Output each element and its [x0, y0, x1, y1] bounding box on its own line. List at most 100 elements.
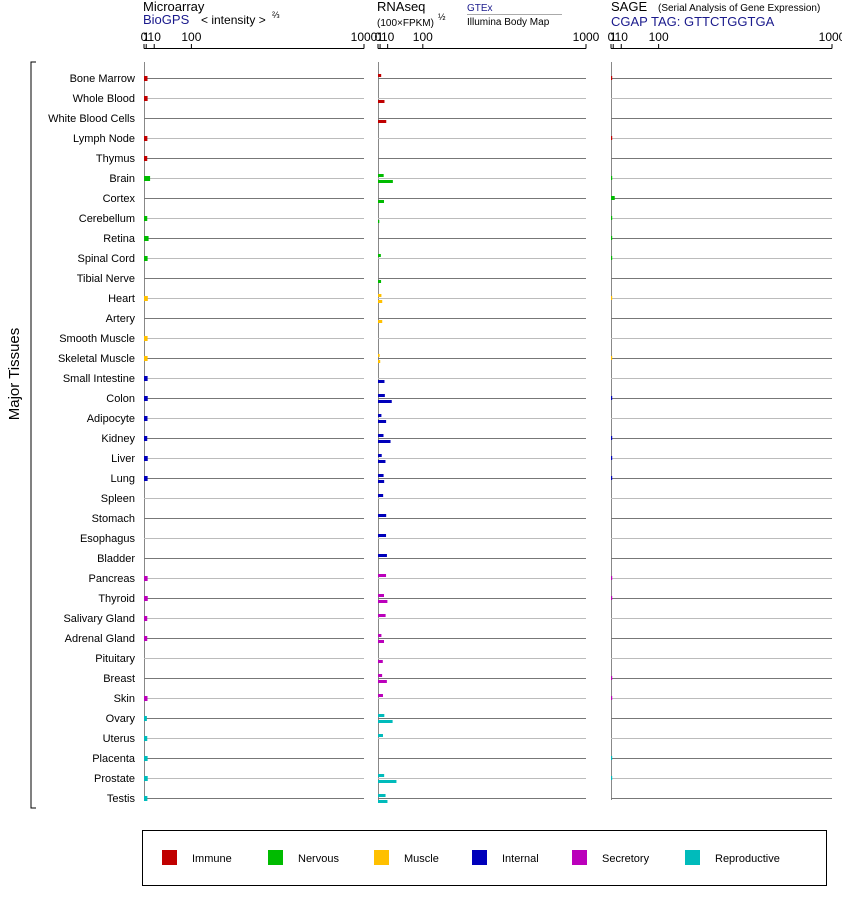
microarray-bar [144, 756, 148, 761]
group-label: Major Tissues [6, 328, 23, 421]
legend-label-nervous: Nervous [298, 853, 339, 865]
microarray-bar [144, 776, 148, 781]
microarray-unit: < intensity > [201, 13, 266, 27]
rnaseq-gtex-bar [378, 574, 387, 577]
rnaseq-ibm-bar [378, 280, 382, 283]
microarray-bar [144, 136, 148, 141]
sage-subtitle: (Serial Analysis of Gene Expression) [658, 3, 820, 14]
sage-bar [611, 456, 613, 460]
tissue-label: Placenta [92, 753, 136, 765]
microarray-bar [144, 396, 148, 401]
rnaseq-tick-label: 100 [413, 30, 433, 44]
rnaseq-ibm-bar [378, 200, 385, 203]
rnaseq-ibm-bar [378, 720, 393, 723]
rnaseq-gtex-bar [378, 354, 380, 357]
rnaseq-gtex-bar [378, 554, 387, 557]
rnaseq-unit: (100×FPKM) [377, 18, 434, 29]
sage-bar [611, 136, 613, 140]
sage-tick-label: 1000 [819, 30, 842, 44]
tissue-label: Adrenal Gland [65, 633, 135, 645]
microarray-bar [144, 436, 148, 441]
sage-bar [611, 576, 613, 580]
tissue-label: Artery [106, 313, 136, 325]
microarray-tick-label: 1000 [351, 30, 378, 44]
sage-tick-label: 10 [615, 30, 629, 44]
microarray-bar [144, 156, 148, 161]
rnaseq-ibm-bar [378, 680, 387, 683]
microarray-bar [144, 456, 148, 461]
rnaseq-ibm-bar [378, 640, 385, 643]
axes: 011010010000110100100001101001000 [141, 30, 842, 800]
legend-swatch-internal [472, 850, 487, 865]
tissue-label: Liver [111, 453, 135, 465]
legend-label-reproductive: Reproductive [715, 853, 780, 865]
rnaseq-gtex-bar [378, 474, 384, 477]
rnaseq-gtex-bar [378, 674, 383, 677]
rnaseq-gtex-bar [378, 774, 385, 777]
legend-swatch-nervous [268, 850, 283, 865]
legend-swatch-secretory [572, 850, 587, 865]
microarray-bar [144, 796, 148, 801]
microarray-tick-label: 1 [143, 30, 150, 44]
rnaseq-gtex-bar [378, 534, 387, 537]
sage-bar [611, 776, 613, 780]
legend-label-immune: Immune [192, 853, 232, 865]
legend: Immune Nervous Muscle Internal Secretory Repr… [162, 850, 780, 865]
rnaseq-ibm-bar [378, 220, 380, 223]
legend-box [142, 830, 827, 886]
tissue-label: Bone Marrow [70, 73, 135, 85]
illumina-label: Illumina Body Map [467, 17, 550, 28]
tissue-label: Salivary Gland [63, 613, 135, 625]
rnaseq-ibm-bar [378, 800, 388, 803]
tissue-label: Uterus [103, 733, 136, 745]
gtex-label: GTEx [467, 3, 493, 14]
rnaseq-ibm-bar [378, 440, 391, 443]
tissue-rows: Bone Marrow Whole Blood White Blood Cells L… [48, 73, 832, 805]
sage-tick-label: 100 [649, 30, 669, 44]
sage-tick-label: 1 [610, 30, 617, 44]
rnaseq-gtex-bar [378, 74, 382, 77]
rnaseq-gtex-bar [378, 714, 385, 717]
tissue-label: Thyroid [98, 593, 135, 605]
microarray-bar [144, 336, 148, 341]
tissue-label: Brain [109, 173, 135, 185]
rnaseq-tick-label: 1000 [573, 30, 600, 44]
microarray-tick-label: 0 [141, 30, 148, 44]
tissue-label: Breast [103, 673, 135, 685]
rnaseq-gtex-bar [378, 294, 382, 297]
microarray-bar [144, 716, 147, 721]
rnaseq-gtex-bar [378, 434, 384, 437]
microarray-bar [144, 96, 148, 101]
tissue-label: Prostate [94, 773, 135, 785]
rnaseq-tick-label: 1 [377, 30, 384, 44]
microarray-bar [144, 296, 148, 301]
microarray-bar [144, 596, 148, 601]
microarray-bar [144, 216, 148, 221]
tissue-label: Pancreas [89, 573, 136, 585]
rnaseq-ibm-bar [378, 380, 385, 383]
rnaseq-ibm-bar [378, 480, 385, 483]
sage-bar [611, 396, 613, 400]
rnaseq-gtex-bar [378, 734, 383, 737]
microarray-bar [144, 236, 149, 241]
legend-swatch-muscle [374, 850, 389, 865]
rnaseq-ibm-bar [378, 320, 383, 323]
rnaseq-gtex-bar [378, 594, 385, 597]
sage-bar [611, 176, 613, 180]
tissue-label: Ovary [106, 713, 136, 725]
tissue-label: Lung [111, 473, 135, 485]
tissue-label: Spleen [101, 493, 135, 505]
tissue-label: Whole Blood [73, 93, 135, 105]
sage-bar [611, 696, 613, 700]
rnaseq-gtex-bar [378, 494, 384, 497]
microarray-bar [144, 696, 148, 701]
sage-bar [611, 436, 613, 440]
tissue-label: Stomach [92, 513, 135, 525]
microarray-bar [144, 736, 148, 741]
tissue-label: Skin [114, 693, 135, 705]
rnaseq-gtex-bar [378, 634, 382, 637]
sage-bar [611, 596, 613, 600]
sage-title: SAGE [611, 0, 647, 14]
microarray-source: BioGPS [143, 12, 190, 27]
